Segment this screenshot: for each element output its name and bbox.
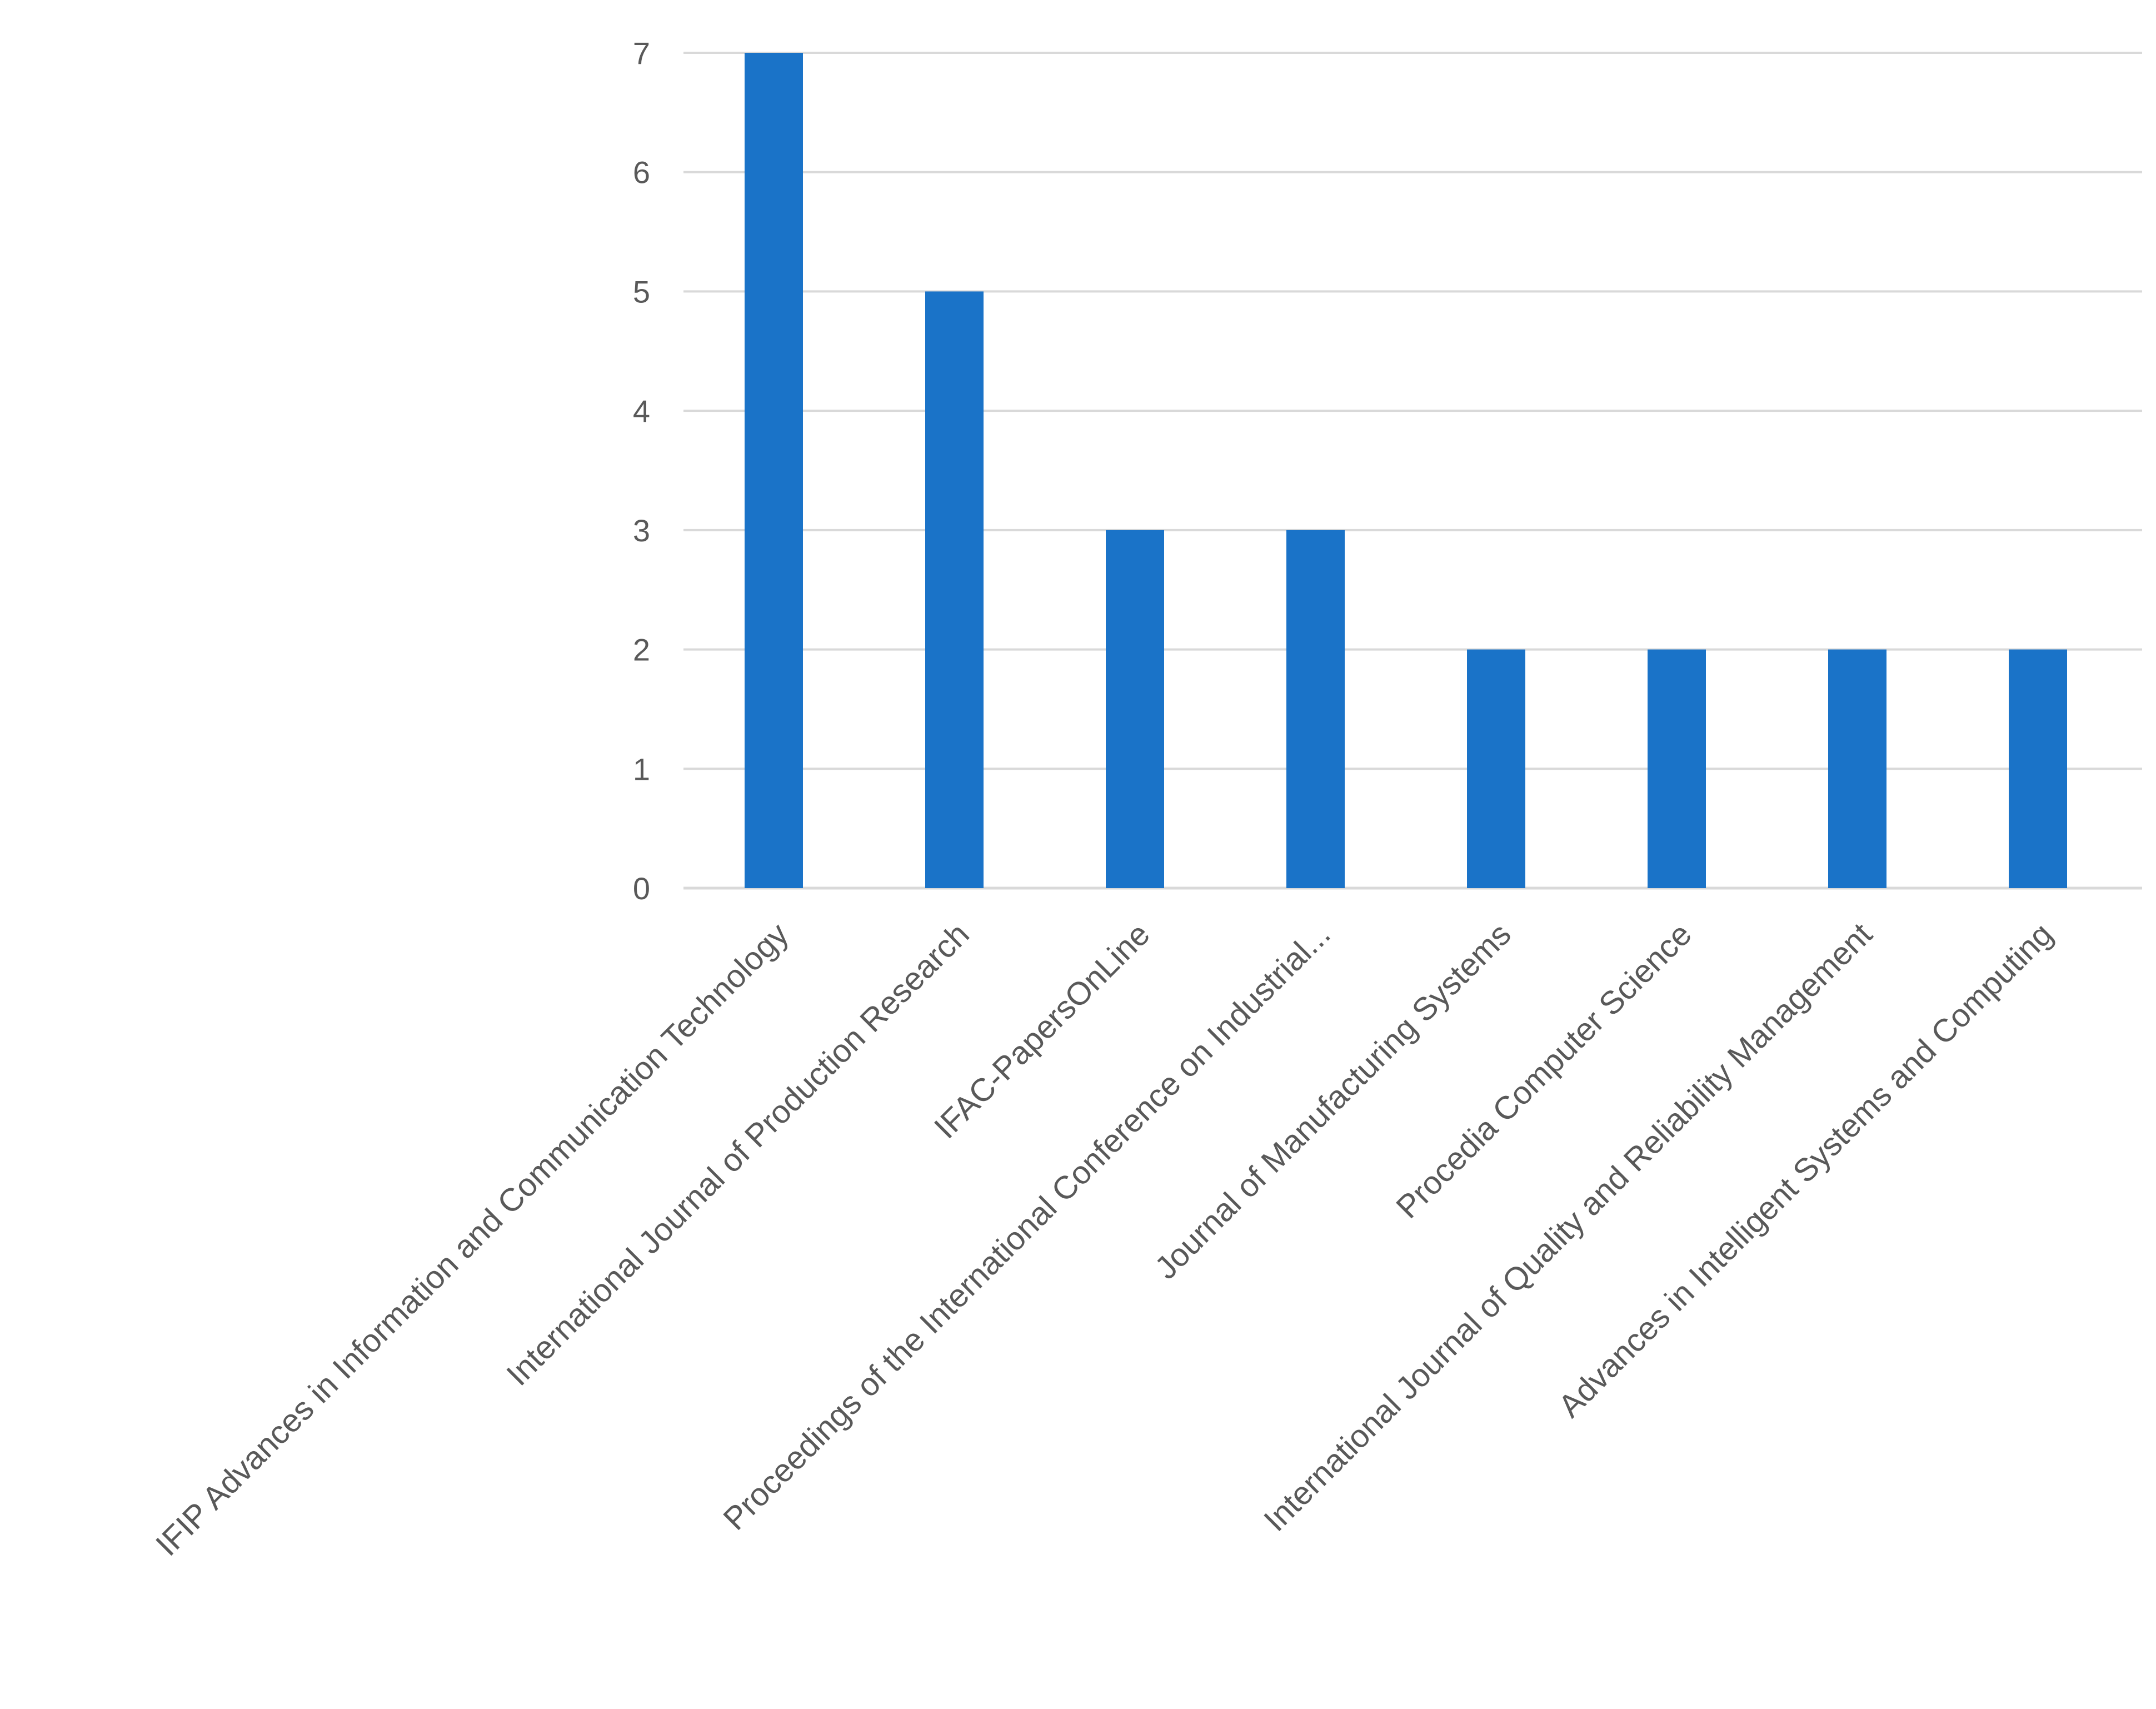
gridlines xyxy=(683,52,2142,890)
y-tick-label: 1 xyxy=(633,751,650,786)
y-tick-label: 3 xyxy=(633,513,650,548)
bars xyxy=(745,53,2067,888)
bar xyxy=(2009,649,2067,888)
bar xyxy=(1467,649,1525,888)
x-tick-label: Procedia Computer Science xyxy=(1389,916,1699,1225)
bar xyxy=(925,291,984,888)
x-axis-ticks: IFIP Advances in Information and Communi… xyxy=(149,916,2060,1563)
bar xyxy=(1828,649,1886,888)
y-tick-label: 5 xyxy=(633,274,650,309)
y-tick-label: 0 xyxy=(633,871,650,906)
x-tick-label: Proceedings of the International Confere… xyxy=(716,916,1337,1537)
y-tick-label: 6 xyxy=(633,155,650,190)
y-axis-ticks: 0 1 2 3 4 5 6 7 xyxy=(633,36,650,906)
x-tick-label: Journal of Manufacturing Systems xyxy=(1148,916,1518,1286)
x-tick-label: International Journal of Quality and Rel… xyxy=(1257,916,1879,1538)
bar xyxy=(1106,530,1164,888)
bar xyxy=(1286,530,1345,888)
y-tick-label: 4 xyxy=(633,393,650,429)
bar xyxy=(1648,649,1706,888)
y-tick-label: 7 xyxy=(633,36,650,71)
x-tick-label: IFIP Advances in Information and Communi… xyxy=(149,916,796,1563)
bar xyxy=(745,53,803,888)
y-tick-label: 2 xyxy=(633,632,650,667)
